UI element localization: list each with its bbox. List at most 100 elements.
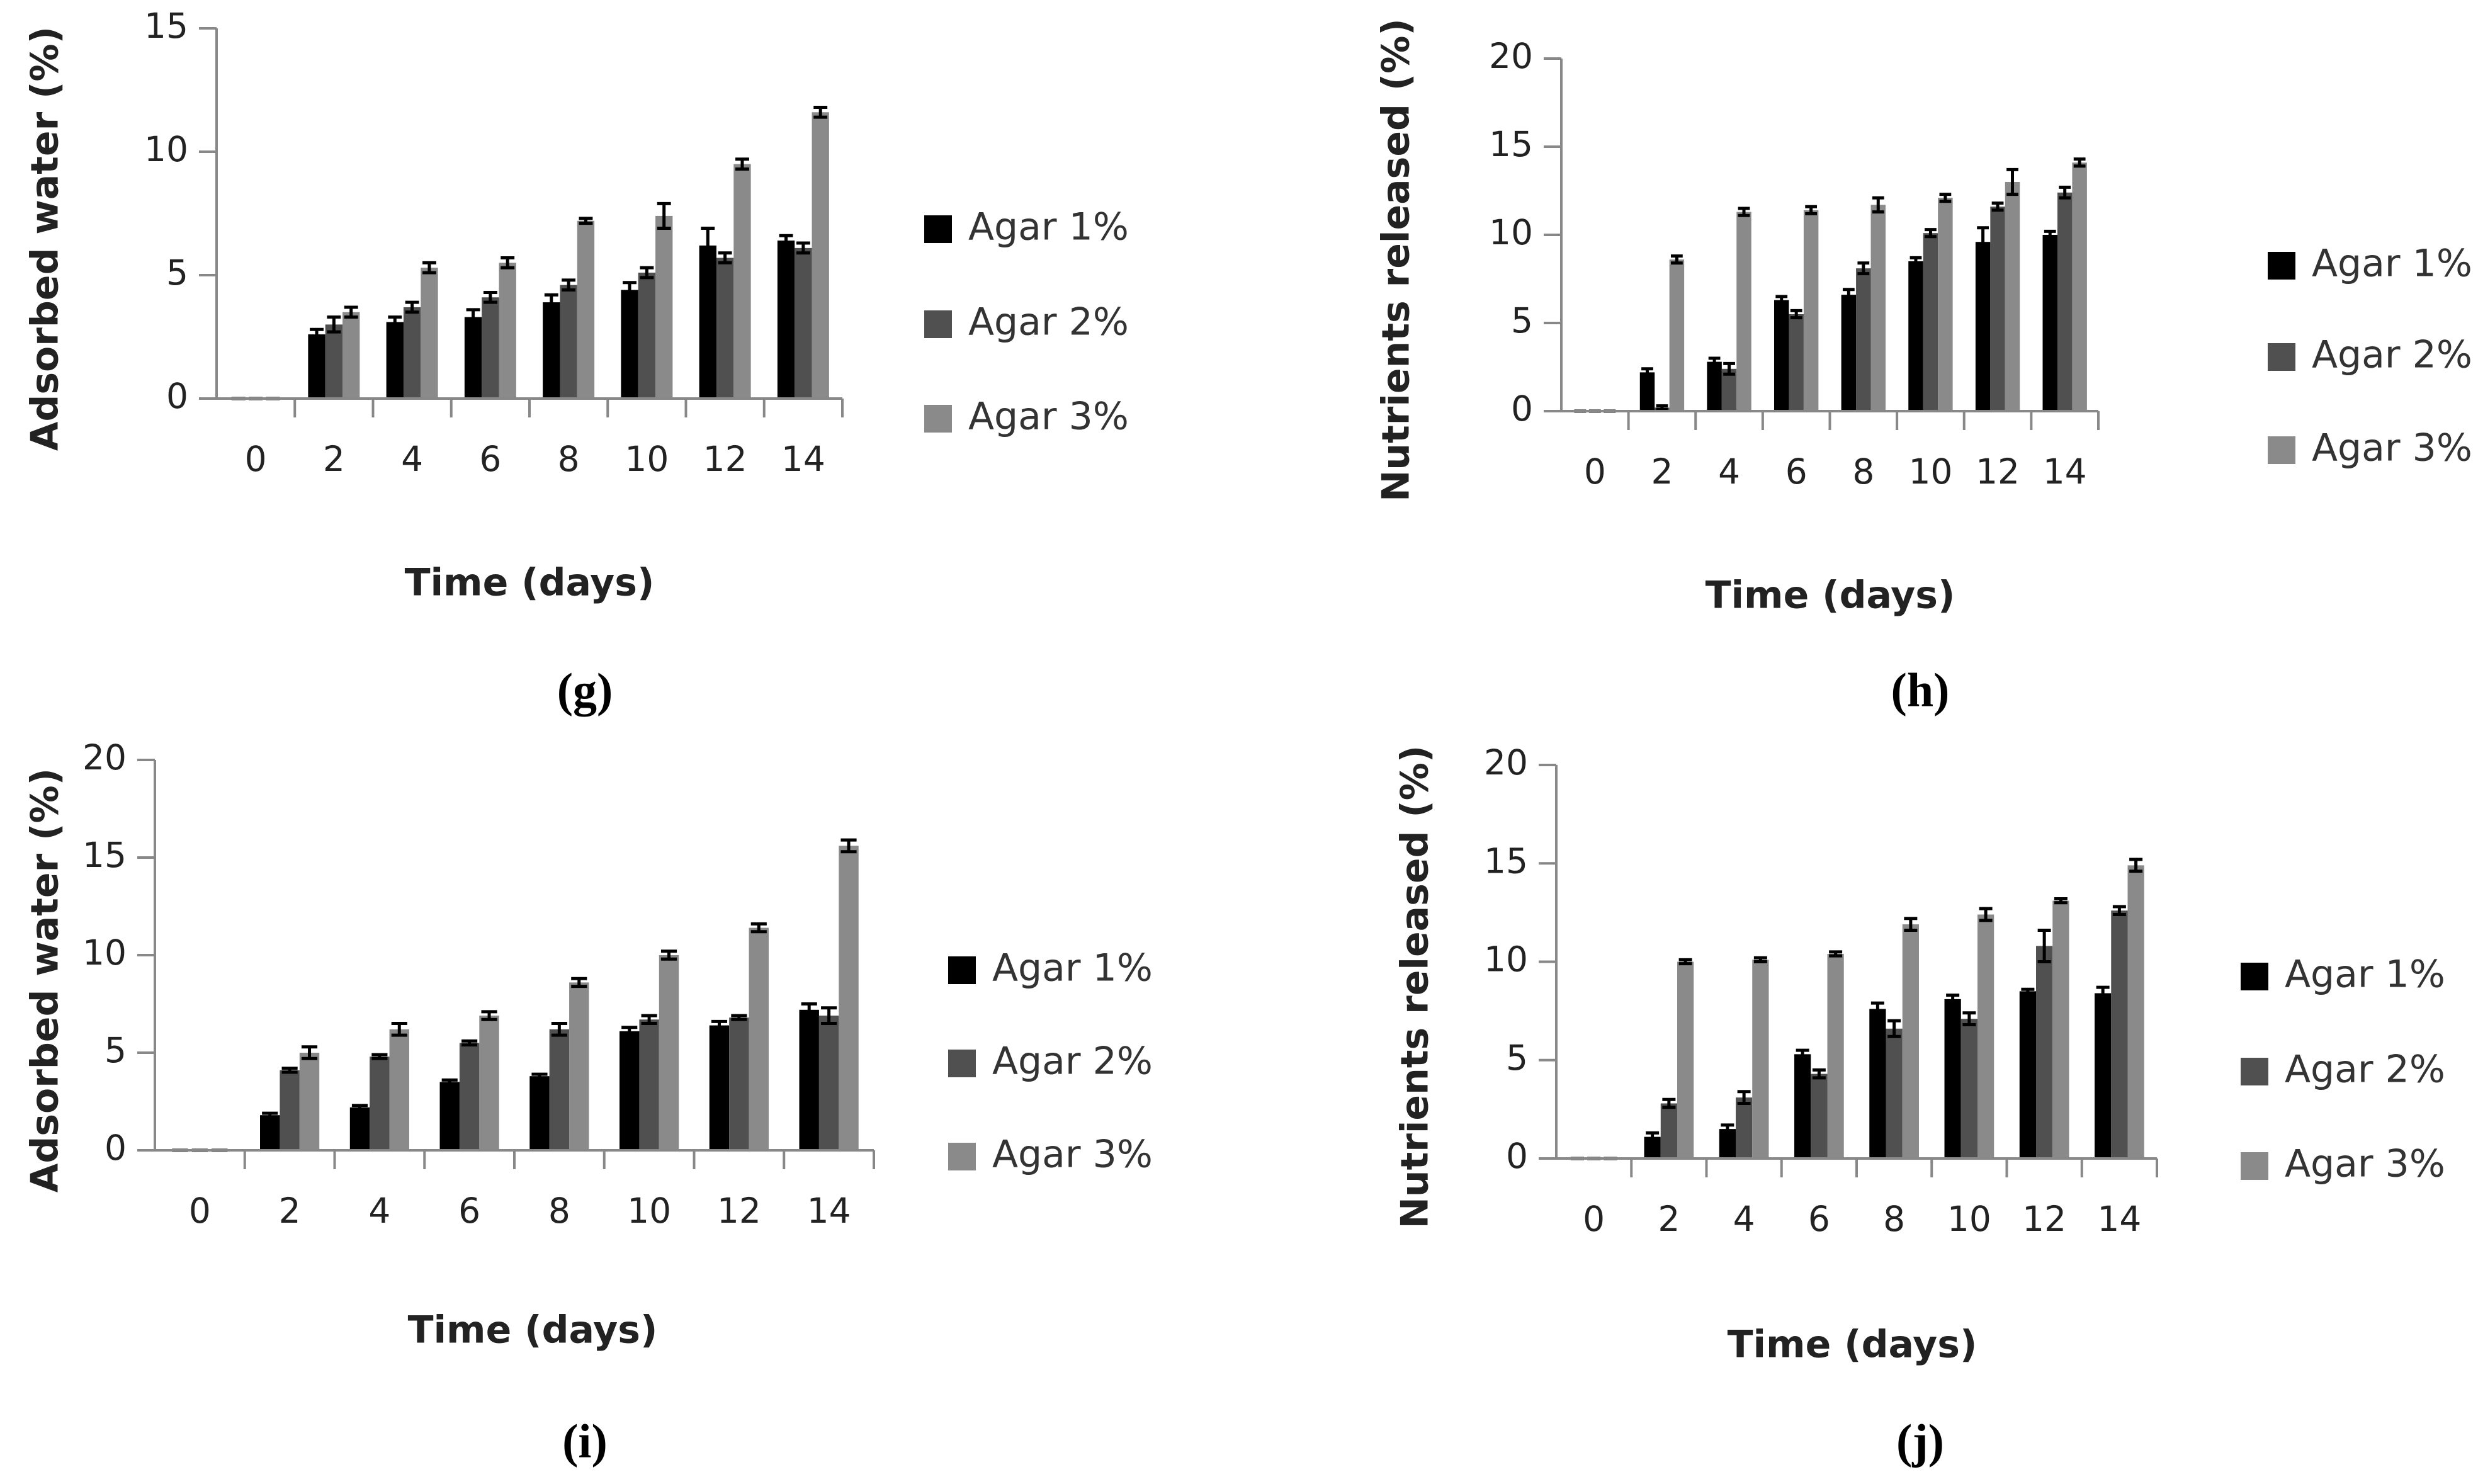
error-bar [391, 1022, 407, 1037]
x-tick-label: 2 [323, 439, 345, 479]
x-tick-label: 4 [1718, 451, 1740, 492]
x-tick-label: 6 [1808, 1199, 1830, 1239]
error-bar [1870, 1001, 1884, 1017]
error-bar [657, 201, 671, 230]
bar [1975, 242, 1991, 411]
error-bar [1738, 207, 1750, 217]
error-bar [371, 1053, 388, 1060]
error-bar [405, 300, 419, 314]
error-bar [1991, 201, 2004, 212]
bar [308, 334, 325, 399]
y-axis-title: Adsorbed water (%) [23, 26, 67, 451]
bar [260, 1115, 280, 1150]
legend-swatch [2268, 436, 2295, 464]
bar [1827, 954, 1844, 1158]
x-tick-label: 4 [368, 1191, 390, 1231]
x-tick-label: 6 [1785, 451, 1808, 492]
bar [439, 1082, 460, 1150]
bar [389, 1029, 409, 1150]
x-tick-label: 4 [401, 439, 423, 479]
bar [370, 1056, 390, 1150]
bar [2036, 946, 2053, 1158]
bar [403, 307, 421, 399]
error-bar [562, 278, 576, 292]
error-bar [2021, 987, 2035, 995]
error-bar [701, 227, 715, 264]
x-tick-label: 8 [558, 439, 580, 479]
y-tick-label: 10 [82, 932, 127, 973]
bar [1707, 361, 1722, 411]
bar [1736, 1097, 1753, 1158]
error-bar [1812, 1068, 1826, 1080]
y-tick-label: 0 [166, 376, 188, 416]
bar [529, 1076, 550, 1150]
error-bar [1925, 228, 1937, 239]
x-axis-title: Time (days) [1728, 1323, 1977, 1367]
error-bar [1737, 1090, 1751, 1105]
legend-label: Agar 1% [992, 946, 1153, 990]
bar [638, 273, 656, 399]
error-bar [1829, 950, 1843, 958]
legend-label: Agar 3% [968, 395, 1129, 439]
error-bar [351, 1104, 368, 1111]
bar [818, 1016, 839, 1150]
y-tick-label: 10 [144, 129, 188, 169]
bar [716, 258, 734, 399]
y-tick-label: 10 [1489, 212, 1533, 252]
error-bar [796, 241, 810, 255]
error-bar [344, 305, 358, 319]
bar [1660, 1103, 1677, 1158]
x-tick-label: 2 [1651, 451, 1673, 492]
legend-label: Agar 1% [2312, 242, 2472, 286]
bar [1774, 300, 1789, 411]
error-bar [750, 922, 767, 934]
legend-swatch [2241, 1058, 2268, 1085]
error-bar [327, 315, 341, 334]
bar [2057, 192, 2073, 411]
y-tick-label: 20 [82, 737, 127, 778]
bar [2042, 235, 2057, 411]
legend-swatch [948, 1050, 976, 1077]
y-axis-title: Nutrients released (%) [1374, 18, 1418, 502]
legend-label: Agar 1% [2285, 953, 2445, 997]
error-bar [840, 838, 857, 854]
error-bar [422, 261, 436, 275]
x-axis-title: Time (days) [405, 561, 655, 605]
bar [733, 164, 751, 399]
y-tick-label: 15 [82, 835, 127, 875]
x-tick-label: 2 [1658, 1199, 1680, 1239]
bar [729, 1017, 749, 1150]
bar [1908, 261, 1923, 411]
bar [1677, 961, 1694, 1158]
bar [2095, 993, 2112, 1158]
bar [386, 322, 404, 399]
x-tick-label: 0 [245, 439, 267, 479]
error-bar [2129, 858, 2143, 873]
error-bar [1678, 958, 1692, 966]
bar [464, 317, 482, 399]
error-bar [660, 949, 677, 961]
error-bar [441, 1078, 458, 1086]
legend-label: Agar 2% [2285, 1048, 2445, 1092]
error-bar [821, 1006, 837, 1025]
error-bar [1962, 1011, 1976, 1026]
error-bar [551, 1022, 567, 1037]
bar [1902, 924, 1919, 1158]
x-axis-title: Time (days) [408, 1308, 658, 1352]
bar [812, 112, 829, 399]
panel-label: (i) [562, 1415, 608, 1468]
bar [799, 1009, 819, 1150]
error-bar [779, 234, 793, 247]
bar [2052, 900, 2069, 1158]
error-bar [1796, 1048, 1809, 1060]
y-tick-label: 0 [1511, 388, 1533, 429]
bar [280, 1070, 300, 1150]
y-tick-label: 15 [144, 6, 188, 46]
legend-label: Agar 1% [968, 205, 1129, 249]
error-bar [1753, 956, 1767, 963]
y-tick-label: 5 [1506, 1038, 1528, 1078]
error-bar [621, 1026, 638, 1037]
x-tick-label: 10 [1947, 1199, 1991, 1239]
y-tick-label: 15 [1484, 841, 1528, 881]
legend-swatch [2241, 1152, 2268, 1180]
